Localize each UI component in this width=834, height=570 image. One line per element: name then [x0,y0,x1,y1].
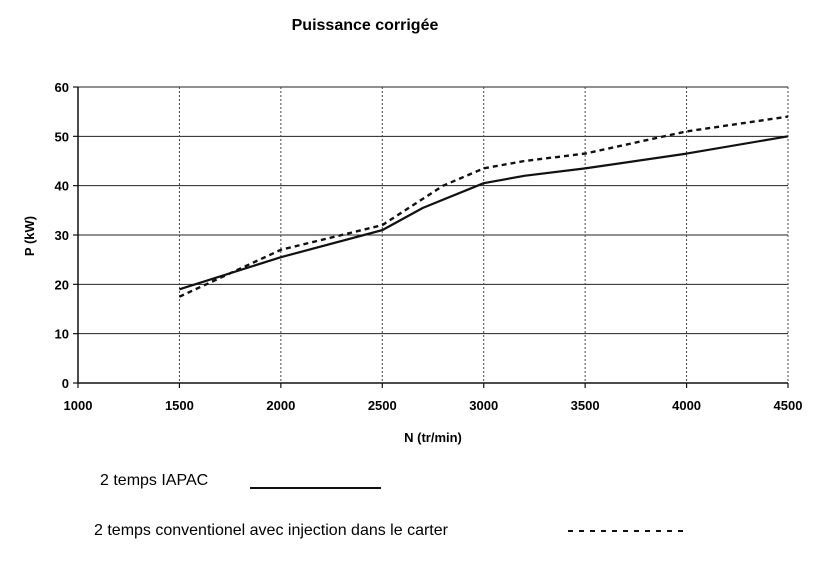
series-lines [178,115,789,298]
x-tick-label-4000: 4000 [672,398,701,413]
y-axis-title: P (kW) [22,216,37,256]
x-tick-labels: 1000 1500 2000 2500 3000 3500 4000 4500 [64,383,803,413]
x-tick-label-4500: 4500 [774,398,803,413]
legend-label-series-1: 2 temps IAPAC [100,472,208,489]
legend: 2 temps IAPAC 2 temps conventionel avec … [94,472,686,539]
x-tick-label-1000: 1000 [64,398,93,413]
y-tick-label-20: 20 [55,277,69,292]
x-axis-title: N (tr/min) [404,430,462,445]
y-tick-label-10: 10 [55,327,69,342]
y-tick-label-0: 0 [62,376,69,391]
x-tick-label-3500: 3500 [571,398,600,413]
y-tick-label-50: 50 [55,129,69,144]
x-tick-label-2000: 2000 [266,398,295,413]
y-tick-label-30: 30 [55,228,69,243]
y-tick-label-60: 60 [55,80,69,95]
series-line-2 [178,115,789,298]
y-tick-label-40: 40 [55,179,69,194]
legend-label-series-2: 2 temps conventionel avec injection dans… [94,522,449,539]
x-tick-label-2500: 2500 [368,398,397,413]
series-line-1 [179,135,789,291]
x-tick-label-1500: 1500 [165,398,194,413]
x-tick-label-3000: 3000 [469,398,498,413]
y-tick-labels: 0 10 20 30 40 50 60 [55,80,78,391]
chart-title: Puissance corrigée [292,17,439,34]
